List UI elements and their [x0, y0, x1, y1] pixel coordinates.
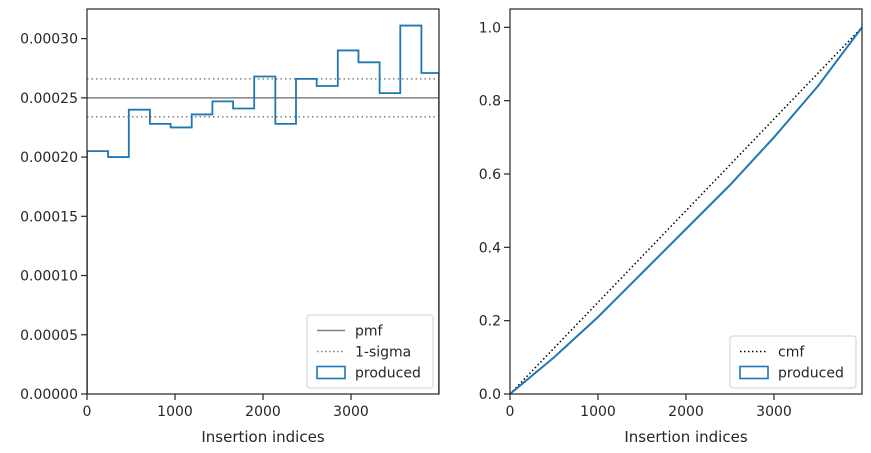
produced-histogram: [87, 24, 439, 394]
histogram-pmf-chart: 0 1000 2000 3000 0.00000 0.00005 0.00010 0.0001…: [20, 8, 440, 446]
legend-label-cmf: cmf: [778, 345, 805, 361]
plot-area: [87, 24, 439, 394]
legend-box: [306, 314, 434, 389]
y-tick-label: 0.6: [479, 167, 501, 183]
y-tick-label: 1.0: [479, 20, 501, 36]
legend-label-pmf: pmf: [355, 324, 384, 340]
y-tick-label: 0.00015: [20, 209, 78, 225]
plot-area: [510, 26, 862, 394]
y-tick-label: 0.00000: [20, 387, 78, 403]
y-tick-label: 0.4: [479, 240, 501, 256]
cumulative-cmf-chart: 0 1000 2000 3000 0.0 0.2 0.4 0.6 0.8 1.0 Insertion…: [479, 8, 863, 446]
x-tick-label: 1000: [157, 404, 193, 420]
y-tick-label: 0.2: [479, 314, 501, 330]
y-tick-label: 0.00025: [20, 91, 78, 107]
y-tick-label: 0.00030: [20, 32, 78, 48]
legend: pmf 1-sigma produced: [306, 314, 434, 389]
legend-swatch-produced: [316, 365, 346, 380]
legend-box: [729, 335, 857, 389]
x-tick-label: 2000: [668, 404, 704, 420]
y-tick-label: 0.00020: [20, 150, 78, 166]
produced-line: [510, 26, 862, 394]
x-tick-label: 0: [506, 404, 515, 420]
y-tick-label: 0.00010: [20, 269, 78, 285]
x-tick-label: 0: [83, 404, 92, 420]
x-tick-label: 3000: [333, 404, 369, 420]
y-tick-label: 0.0: [479, 387, 501, 403]
legend-label-1-sigma: 1-sigma: [355, 345, 411, 361]
legend-swatch-produced: [739, 365, 769, 380]
x-axis-label: Insertion indices: [201, 428, 324, 446]
cmf-line: [510, 26, 862, 394]
x-tick-label: 3000: [756, 404, 792, 420]
y-tick-label: 0.00005: [20, 328, 78, 344]
x-axis-label: Insertion indices: [624, 428, 747, 446]
y-tick-label: 0.8: [479, 94, 501, 110]
legend-label-produced: produced: [778, 366, 844, 382]
x-tick-label: 1000: [580, 404, 616, 420]
legend: cmf produced: [729, 335, 857, 389]
x-tick-label: 2000: [245, 404, 281, 420]
legend-label-produced: produced: [355, 366, 421, 382]
